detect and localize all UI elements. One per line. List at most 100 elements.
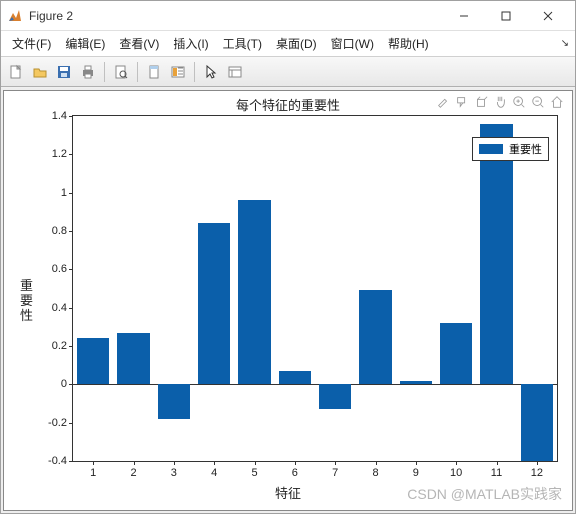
y-tick-label: 1.4 <box>33 110 67 122</box>
menu-tools[interactable]: 工具(T) <box>216 33 269 54</box>
y-tick-mark <box>69 346 73 347</box>
bar[interactable] <box>198 223 230 384</box>
new-file-icon <box>8 64 24 80</box>
open-property-button[interactable] <box>224 61 246 83</box>
window-controls <box>443 2 569 30</box>
watermark-text: CSDN @MATLAB实践家 <box>407 484 562 504</box>
x-tick-label: 10 <box>450 467 462 479</box>
folder-open-icon <box>32 64 48 80</box>
print-preview-button[interactable] <box>110 61 132 83</box>
colorbar-icon <box>170 64 186 80</box>
toolbar-separator <box>194 62 195 82</box>
print-preview-icon <box>113 64 129 80</box>
bar[interactable] <box>319 384 351 409</box>
y-tick-mark <box>69 154 73 155</box>
x-tick-mark <box>416 461 417 465</box>
y-tick-label: 0.6 <box>33 263 67 275</box>
link-button[interactable] <box>143 61 165 83</box>
y-tick-mark <box>69 423 73 424</box>
x-tick-label: 9 <box>413 467 419 479</box>
x-tick-label: 12 <box>531 467 543 479</box>
x-tick-label: 7 <box>332 467 338 479</box>
menu-file[interactable]: 文件(F) <box>5 33 58 54</box>
x-tick-mark <box>497 461 498 465</box>
x-tick-label: 8 <box>372 467 378 479</box>
zoom-out-icon[interactable] <box>531 95 545 109</box>
bar[interactable] <box>440 323 472 384</box>
dock-button[interactable]: ↘ <box>561 38 569 49</box>
axes-canvas: 每个特征的重要性 重要性 特征 -0.4-0.200.20.40.60.811.… <box>3 90 573 511</box>
bar[interactable] <box>359 290 391 384</box>
bar[interactable] <box>238 200 270 384</box>
y-tick-mark <box>69 116 73 117</box>
bar[interactable] <box>279 371 311 384</box>
y-axis-label: 重要性 <box>16 278 35 323</box>
x-tick-mark <box>93 461 94 465</box>
bar[interactable] <box>480 124 512 385</box>
close-button[interactable] <box>527 2 569 30</box>
save-icon <box>56 64 72 80</box>
y-tick-mark <box>69 269 73 270</box>
y-tick-mark <box>69 461 73 462</box>
menu-view[interactable]: 查看(V) <box>112 33 166 54</box>
save-button[interactable] <box>53 61 75 83</box>
new-figure-button[interactable] <box>5 61 27 83</box>
y-tick-label: 0 <box>33 378 67 390</box>
x-tick-label: 2 <box>130 467 136 479</box>
edit-plot-button[interactable] <box>200 61 222 83</box>
figure-area: 每个特征的重要性 重要性 特征 -0.4-0.200.20.40.60.811.… <box>1 88 575 513</box>
x-tick-mark <box>134 461 135 465</box>
y-tick-label: 1 <box>33 187 67 199</box>
y-tick-label: -0.4 <box>33 455 67 467</box>
window-title: Figure 2 <box>29 9 443 23</box>
bar[interactable] <box>521 384 553 461</box>
x-tick-label: 3 <box>171 467 177 479</box>
property-editor-icon <box>227 64 243 80</box>
menu-window[interactable]: 窗口(W) <box>324 33 381 54</box>
rotate-icon[interactable] <box>474 95 488 109</box>
menu-help[interactable]: 帮助(H) <box>381 33 436 54</box>
x-tick-mark <box>295 461 296 465</box>
axes-box[interactable]: -0.4-0.200.20.40.60.811.21.4123456789101… <box>72 115 558 462</box>
x-tick-mark <box>335 461 336 465</box>
bar[interactable] <box>400 381 432 385</box>
maximize-button[interactable] <box>485 2 527 30</box>
y-tick-label: 1.2 <box>33 148 67 160</box>
x-tick-mark <box>537 461 538 465</box>
minimize-button[interactable] <box>443 2 485 30</box>
menu-desktop[interactable]: 桌面(D) <box>269 33 324 54</box>
legend-swatch <box>479 144 503 154</box>
insert-colorbar-button[interactable] <box>167 61 189 83</box>
toolbar-separator <box>104 62 105 82</box>
bar[interactable] <box>77 338 109 384</box>
y-tick-label: 0.8 <box>33 225 67 237</box>
x-tick-label: 11 <box>491 467 502 479</box>
open-button[interactable] <box>29 61 51 83</box>
x-tick-mark <box>456 461 457 465</box>
brush-icon[interactable] <box>436 95 450 109</box>
print-icon <box>80 64 96 80</box>
minimize-icon <box>459 11 469 21</box>
x-tick-label: 6 <box>292 467 298 479</box>
bar[interactable] <box>158 384 190 419</box>
datatip-icon[interactable] <box>455 95 469 109</box>
legend[interactable]: 重要性 <box>472 137 549 161</box>
x-tick-label: 1 <box>90 467 96 479</box>
menu-edit[interactable]: 编辑(E) <box>58 33 112 54</box>
pan-icon[interactable] <box>493 95 507 109</box>
y-tick-label: 0.2 <box>33 340 67 352</box>
print-button[interactable] <box>77 61 99 83</box>
y-tick-mark <box>69 193 73 194</box>
x-tick-mark <box>255 461 256 465</box>
x-tick-mark <box>174 461 175 465</box>
zoom-in-icon[interactable] <box>512 95 526 109</box>
home-icon[interactable] <box>550 95 564 109</box>
toolbar <box>1 57 575 87</box>
arrow-cursor-icon <box>203 64 219 80</box>
x-tick-mark <box>376 461 377 465</box>
titlebar: Figure 2 <box>1 1 575 31</box>
zero-line <box>73 384 557 385</box>
bar[interactable] <box>117 333 149 385</box>
x-tick-mark <box>214 461 215 465</box>
menu-insert[interactable]: 插入(I) <box>166 33 215 54</box>
